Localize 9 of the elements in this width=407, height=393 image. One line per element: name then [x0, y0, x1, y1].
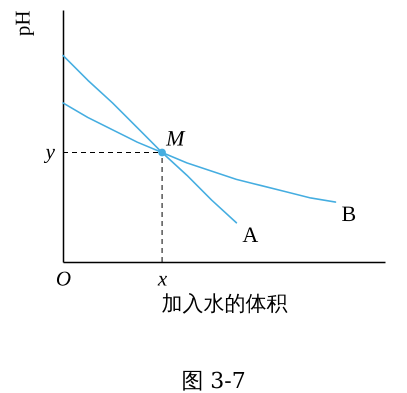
series-label: A — [242, 222, 258, 247]
y-axis-title: pH — [10, 10, 34, 36]
caption: 图 3-7 — [180, 368, 247, 393]
ref-line-label: y — [44, 140, 56, 164]
series-label: B — [341, 201, 356, 226]
x-tick-label: x — [156, 266, 168, 290]
x-tick-label: O — [56, 266, 72, 290]
annotation: M — [165, 126, 186, 151]
x-axis-title: 加入水的体积 — [162, 292, 288, 316]
